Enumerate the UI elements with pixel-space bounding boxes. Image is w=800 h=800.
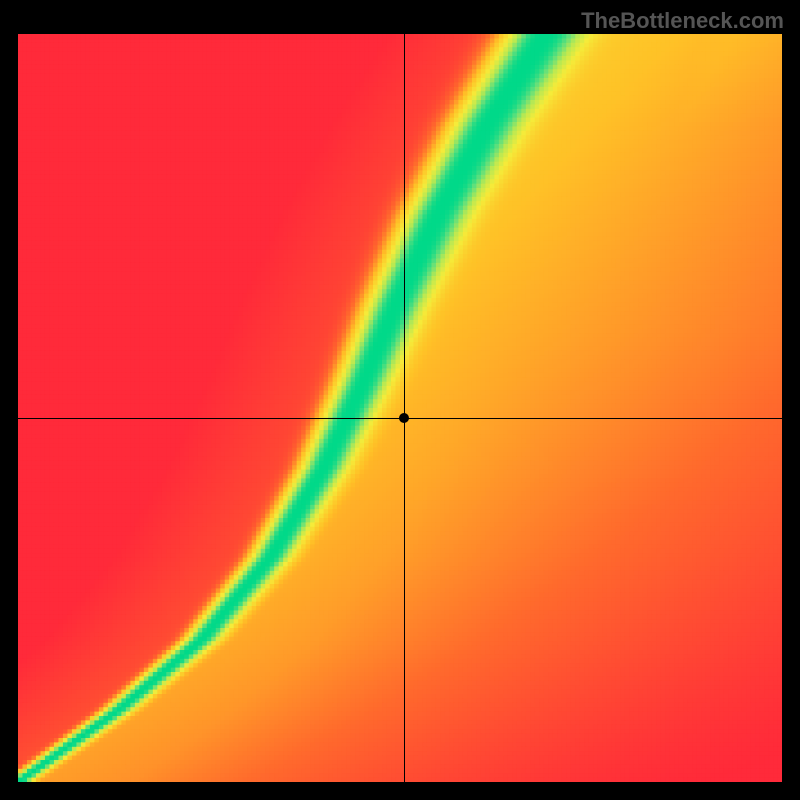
plot-area [18,34,782,782]
crosshair-marker [399,413,409,423]
heatmap-canvas [18,34,782,782]
crosshair-vertical [404,34,405,782]
chart-container: TheBottleneck.com [0,0,800,800]
watermark-text: TheBottleneck.com [581,8,784,34]
